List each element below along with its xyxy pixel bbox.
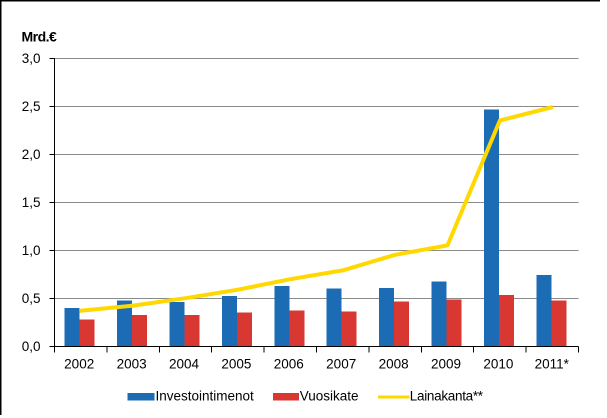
- svg-text:2007: 2007: [326, 356, 356, 371]
- svg-text:1,0: 1,0: [22, 243, 41, 258]
- svg-text:Mrd.€: Mrd.€: [22, 28, 58, 44]
- svg-text:2009: 2009: [431, 356, 461, 371]
- svg-text:2,5: 2,5: [22, 99, 41, 114]
- svg-text:1,5: 1,5: [22, 195, 41, 210]
- svg-text:Investointimenot: Investointimenot: [156, 388, 255, 403]
- svg-text:2004: 2004: [169, 356, 200, 371]
- svg-text:2003: 2003: [117, 356, 147, 371]
- svg-text:Vuosikate: Vuosikate: [300, 388, 359, 403]
- svg-text:2011*: 2011*: [535, 356, 570, 371]
- svg-text:0,0: 0,0: [22, 339, 41, 354]
- svg-text:2002: 2002: [64, 356, 94, 371]
- svg-text:2,0: 2,0: [22, 147, 41, 162]
- svg-text:3,0: 3,0: [22, 51, 41, 66]
- svg-text:2005: 2005: [221, 356, 251, 371]
- svg-text:2008: 2008: [379, 356, 409, 371]
- svg-text:Lainakanta**: Lainakanta**: [410, 388, 484, 403]
- svg-text:2006: 2006: [274, 356, 304, 371]
- svg-text:0,5: 0,5: [22, 291, 41, 306]
- svg-text:2010: 2010: [483, 356, 513, 371]
